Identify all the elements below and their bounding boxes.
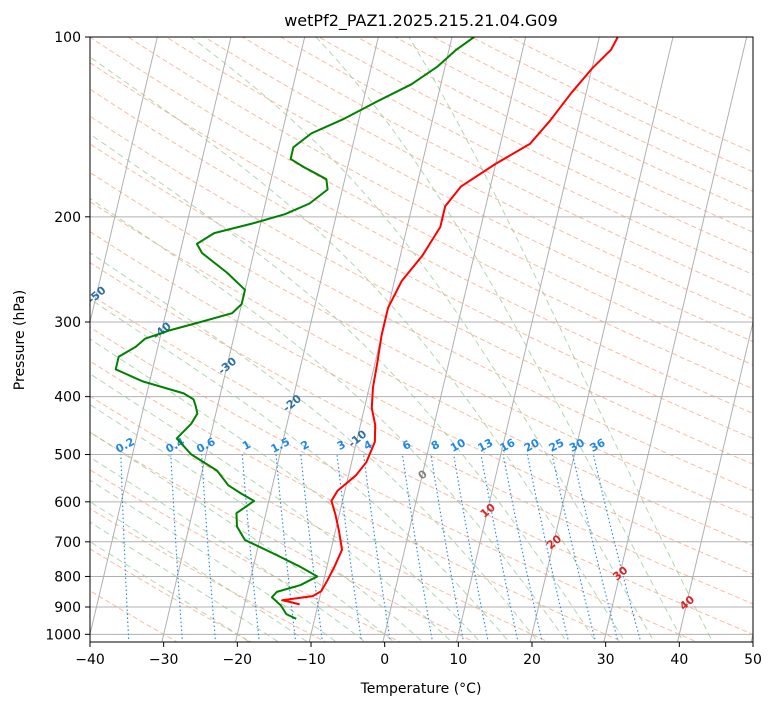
- mixing-ratio-line: [592, 454, 642, 642]
- dry-adiabat-line: [203, 37, 753, 320]
- moist-adiabat-line: [315, 37, 685, 642]
- y-tick-label: 100: [54, 30, 81, 46]
- moist-adiabat-line: [408, 37, 714, 642]
- profile-lines: [114, 37, 619, 620]
- x-tick-label: 50: [744, 652, 762, 668]
- temperature-profile-line: [281, 37, 619, 606]
- y-tick-label: 700: [54, 535, 81, 551]
- axes: −40 −30 −20 −10 0 10 20 30 40 50 1000 900 800 700 600 5…: [45, 30, 762, 668]
- isotherm-line: [90, 37, 158, 325]
- mixing-ratio-label: 16: [498, 436, 518, 455]
- dry-adiabat-line: [90, 590, 179, 642]
- dry-adiabat-line: [90, 143, 753, 492]
- mixing-ratio-label: 25: [547, 436, 567, 455]
- plot-frame: [89, 36, 754, 643]
- x-axis-label: Temperature (°C): [360, 681, 482, 697]
- isotherm-line: [235, 37, 379, 642]
- y-tick-label: 600: [54, 495, 81, 511]
- dry-adiabat-line: [90, 62, 753, 414]
- x-tick-label: 20: [523, 652, 541, 668]
- isotherm-line: [161, 37, 306, 642]
- moist-adiabat-line: [90, 338, 482, 642]
- mixing-ratio-label: 20: [522, 436, 542, 455]
- mixing-ratio-line: [526, 454, 570, 642]
- isotherm-line: [603, 37, 748, 642]
- mixing-ratio-line: [241, 454, 260, 642]
- mixing-ratio-line: [453, 454, 489, 642]
- isotherm-line: [750, 632, 753, 642]
- mixing-ratio-line: [170, 454, 183, 642]
- dry-adiabat-line: [90, 201, 753, 547]
- dewpoint-profile-line: [114, 37, 475, 620]
- x-tick-label: 40: [670, 652, 688, 668]
- isotherm-line: [529, 37, 674, 642]
- x-tick-label: 10: [449, 652, 467, 668]
- x-tick-label: −10: [296, 652, 326, 668]
- x-tick-label: −40: [75, 652, 105, 668]
- dry-adiabat-line: [90, 431, 476, 642]
- dry-adiabat-line: [90, 37, 753, 390]
- mixing-ratio-line: [551, 454, 597, 642]
- mixing-ratio-label: 10: [448, 436, 468, 455]
- plot-background: [90, 37, 753, 642]
- chart-title: wetPf2_PAZ1.2025.215.21.04.G09: [284, 11, 558, 31]
- x-tick-label: 30: [597, 652, 615, 668]
- y-tick-label: 800: [54, 569, 81, 585]
- isotherm-line: [382, 37, 527, 642]
- x-tick-label: −30: [149, 652, 179, 668]
- mixing-ratio-label: 36: [588, 436, 608, 455]
- moist-adiabat-line: [90, 133, 597, 642]
- dry-adiabat-line: [90, 326, 699, 642]
- moist-adiabat-line: [90, 456, 367, 642]
- dry-adiabat-line: [90, 395, 550, 642]
- dry-adiabat-line: [90, 231, 753, 575]
- moist-adiabat-line: [90, 373, 453, 642]
- moist-adiabat-line: [90, 252, 539, 642]
- isotherm-line: [677, 320, 753, 642]
- isotherm-line: [456, 37, 600, 642]
- mixing-ratio-line: [430, 454, 465, 642]
- moist-adiabat-line: [90, 479, 338, 642]
- dry-adiabat-line: [127, 37, 753, 366]
- mixing-ratio-line: [480, 454, 519, 642]
- dry-adiabat-line: [165, 37, 753, 343]
- dry-adiabat-line: [241, 37, 753, 297]
- y-tick-label: 900: [54, 600, 81, 616]
- y-tick-label: 300: [54, 315, 81, 331]
- background-lines: [90, 37, 753, 642]
- mixing-ratio-line: [201, 454, 217, 642]
- mixing-ratio-label: 30: [567, 436, 587, 455]
- y-tick-label: 200: [54, 210, 81, 226]
- moist-adiabat-line: [90, 404, 424, 642]
- mixing-ratio-line: [401, 454, 434, 642]
- mixing-ratio-line: [572, 454, 619, 642]
- y-tick-label: 500: [54, 448, 81, 464]
- mixing-ratio-line: [502, 454, 543, 642]
- isotherm-label: -60: [21, 242, 45, 265]
- x-tick-label: 0: [380, 652, 389, 668]
- y-axis-label: Pressure (hPa): [12, 290, 28, 390]
- mixing-ratio-line: [120, 454, 130, 642]
- dry-adiabat-line: [90, 171, 753, 519]
- dry-adiabat-line: [90, 508, 327, 642]
- isotherm-line: [90, 37, 232, 637]
- mixing-ratio-label: 13: [476, 436, 496, 455]
- y-tick-label: 400: [54, 390, 81, 406]
- moist-adiabat-line: [90, 197, 568, 642]
- moist-adiabat-line: [190, 37, 655, 642]
- x-tick-label: −20: [223, 652, 253, 668]
- moist-adiabat-line: [90, 56, 626, 642]
- y-tick-label: 1000: [45, 627, 81, 643]
